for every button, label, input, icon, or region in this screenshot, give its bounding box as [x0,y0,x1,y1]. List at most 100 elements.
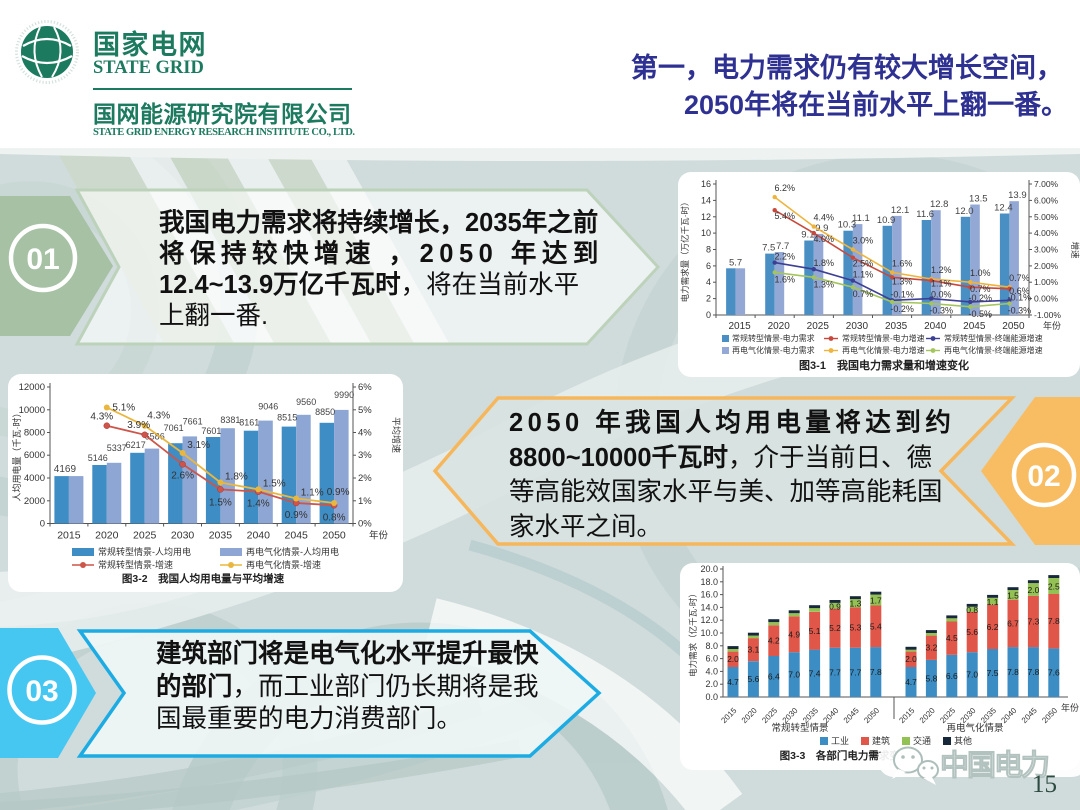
svg-text:18.0: 18.0 [700,577,718,587]
svg-text:电力需求（亿千瓦·时）: 电力需求（亿千瓦·时） [688,589,698,677]
svg-text:1.4%: 1.4% [247,499,270,510]
svg-text:1.7: 1.7 [870,596,882,606]
svg-text:12.8: 12.8 [930,199,949,210]
svg-text:8.0: 8.0 [705,641,718,651]
svg-text:5.1%: 5.1% [112,403,135,414]
svg-text:电力需求量（万亿千瓦·时）: 电力需求量（万亿千瓦·时） [680,198,690,303]
svg-text:中国电力: 中国电力 [940,749,1048,782]
svg-text:13.9: 13.9 [1008,190,1027,201]
svg-text:7.7: 7.7 [776,241,789,252]
svg-text:1.3%: 1.3% [892,276,913,286]
svg-text:-0.3%: -0.3% [1008,306,1032,316]
svg-text:3.9%: 3.9% [127,420,150,431]
svg-text:2.0: 2.0 [905,654,917,664]
svg-text:7.5: 7.5 [987,668,999,678]
svg-text:7.0: 7.0 [966,670,978,680]
svg-text:4169: 4169 [54,464,77,475]
svg-text:年份: 年份 [369,530,389,542]
svg-text:2015: 2015 [728,321,751,332]
svg-text:8: 8 [706,245,711,255]
svg-text:再电气化情景: 再电气化情景 [946,722,1003,734]
svg-text:9.1: 9.1 [801,230,814,241]
svg-text:4.3%: 4.3% [90,412,113,423]
svg-text:7.8: 7.8 [1048,616,1060,626]
svg-text:再电气化情景-人均用电: 再电气化情景-人均用电 [246,546,339,557]
svg-text:3%: 3% [358,450,372,461]
svg-text:0.0: 0.0 [705,692,718,702]
svg-text:国网能源研究院有限公司: 国网能源研究院有限公司 [93,101,352,127]
svg-text:2040: 2040 [247,530,271,542]
svg-text:2.00%: 2.00% [1034,261,1059,271]
svg-text:0%: 0% [358,519,372,530]
svg-text:4.0%: 4.0% [814,234,835,244]
svg-text:4.2: 4.2 [768,636,780,646]
svg-text:1.2%: 1.2% [931,265,952,275]
svg-text:2015: 2015 [57,530,81,542]
svg-text:2.5: 2.5 [1048,582,1060,592]
svg-text:2.6%: 2.6% [171,470,194,481]
svg-text:2035: 2035 [209,530,233,542]
svg-text:5.6: 5.6 [747,674,759,684]
svg-text:0: 0 [706,310,711,320]
svg-text:其他: 其他 [954,735,972,746]
svg-text:4.3%: 4.3% [147,411,170,422]
svg-text:2025: 2025 [133,530,157,542]
svg-text:常规转型情景-电力需求: 常规转型情景-电力需求 [732,333,815,343]
svg-text:7061: 7061 [164,423,184,433]
svg-text:5337: 5337 [107,443,127,453]
svg-text:8381: 8381 [220,415,240,425]
svg-text:2045: 2045 [285,530,309,542]
svg-text:6217: 6217 [126,440,146,450]
svg-text:2.2%: 2.2% [774,252,795,262]
svg-text:1.1%: 1.1% [853,270,874,280]
svg-text:2.5%: 2.5% [853,259,874,269]
svg-text:7.7: 7.7 [829,667,841,677]
svg-text:图3-2 我国人均用电量与平均增速: 图3-2 我国人均用电量与平均增速 [122,572,285,585]
svg-text:10: 10 [701,228,711,238]
svg-text:2%: 2% [358,473,372,484]
svg-text:2025: 2025 [807,321,830,332]
svg-text:-0.1%: -0.1% [890,289,914,299]
svg-text:7661: 7661 [183,416,203,426]
svg-text:7.4: 7.4 [809,668,821,678]
svg-text:12: 12 [701,212,711,222]
svg-text:增速: 增速 [1070,241,1080,259]
svg-text:5.4%: 5.4% [774,211,795,221]
svg-text:13.5: 13.5 [969,194,988,205]
svg-text:图3-1 我国电力需求量和增速变化: 图3-1 我国电力需求量和增速变化 [799,358,969,372]
svg-text:10.3: 10.3 [838,220,857,231]
svg-text:7.8: 7.8 [870,667,882,677]
svg-text:10.0: 10.0 [700,628,718,638]
svg-text:1.5%: 1.5% [263,478,286,489]
svg-text:1.1%: 1.1% [301,488,324,499]
svg-text:工业: 工业 [831,736,849,746]
svg-text:2050: 2050 [1002,321,1025,332]
svg-text:12.1: 12.1 [891,205,910,216]
svg-text:常规转型情景-增速: 常规转型情景-增速 [98,559,173,570]
svg-text:5146: 5146 [88,453,108,463]
svg-text:6.2%: 6.2% [774,183,795,193]
svg-text:4.4%: 4.4% [814,213,835,223]
svg-text:0.9%: 0.9% [327,487,350,498]
svg-text:1.6%: 1.6% [774,274,795,284]
svg-text:1.8%: 1.8% [225,472,248,483]
svg-text:2030: 2030 [846,321,869,332]
svg-text:9560: 9560 [296,397,316,407]
svg-text:0: 0 [40,519,45,530]
svg-text:14: 14 [701,195,711,205]
svg-text:年份: 年份 [1061,702,1079,713]
svg-text:8161: 8161 [239,418,259,428]
svg-text:03: 03 [25,675,58,708]
svg-text:1.5%: 1.5% [209,497,232,508]
svg-text:1.00%: 1.00% [1034,277,1059,287]
svg-text:2020: 2020 [95,530,119,542]
svg-text:国家电网: 国家电网 [93,29,207,60]
svg-text:12000: 12000 [19,382,45,393]
svg-text:6.4: 6.4 [768,672,780,682]
svg-text:2.0: 2.0 [705,679,718,689]
svg-text:再电气化情景-增速: 再电气化情景-增速 [246,559,321,570]
svg-text:11.1: 11.1 [852,213,870,224]
svg-text:2050: 2050 [322,530,346,542]
svg-text:7601: 7601 [201,426,221,436]
svg-text:10000: 10000 [19,405,45,416]
